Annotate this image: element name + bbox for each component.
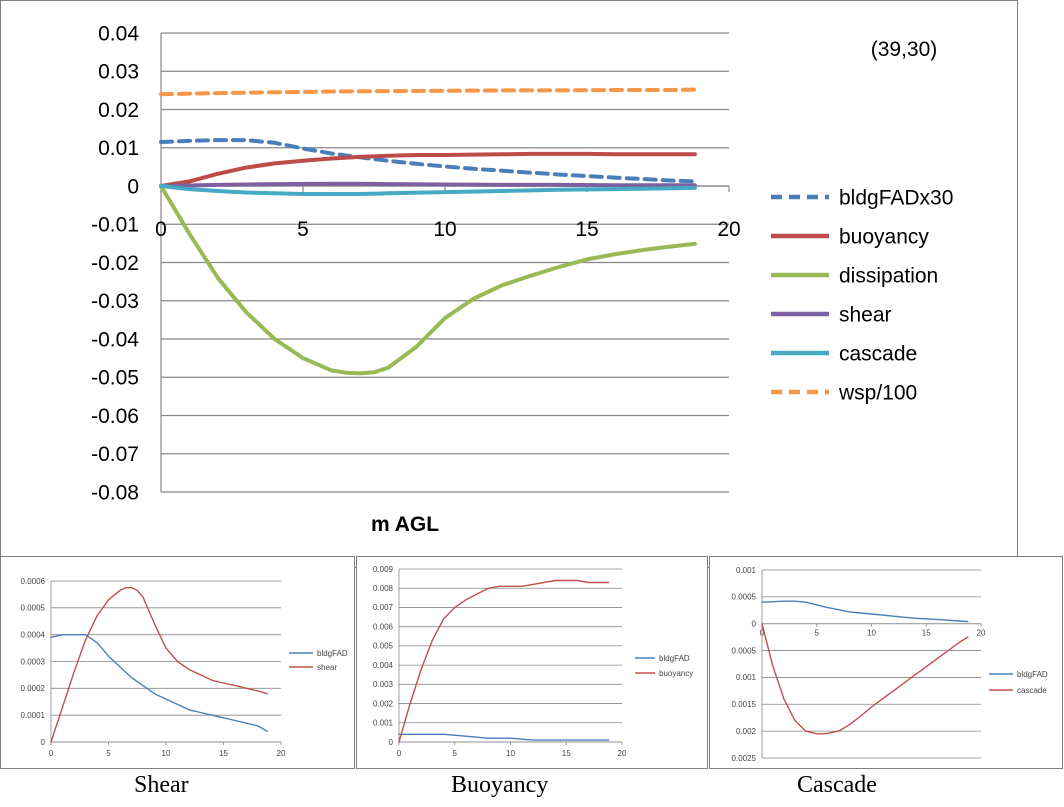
x-tick-label: 5 [815,629,820,638]
y-tick-label: 0.01 [98,137,139,160]
y-tick-label: 0.003 [373,680,394,689]
series-line-shear [50,587,268,743]
y-tick-label: 0.0005 [732,593,757,602]
legend-label-bldgfad: bldgFAD [659,654,690,663]
series-line-buoyancy [159,151,697,188]
buoyancy-chart: 0.009 0.008 0.007 0.006 0.005 0.004 0.003 0.002… [373,565,693,758]
legend-label-buoyancy: buoyancy [659,669,693,678]
series-line-shear [159,181,697,188]
y-tick-label: -0.05 [91,367,139,390]
y-tick-label: 0.001 [373,719,394,728]
legend-label-bldgfadx30: bldgFADx30 [839,186,953,209]
y-tick-label: 0.009 [373,565,394,574]
x-tick-label: 0 [49,749,54,758]
y-tick-label: 0.0005 [21,604,46,613]
chart-annotation: (39,30) [871,38,938,61]
y-tick-label: 0.001 [736,566,757,575]
cascade-chart: 0.0010.000500.00050.0010.00150.0020.0025… [732,566,1048,763]
shear-chart-panel: 0.0006 0.0005 0.0004 0.0003 0.0002 0.0001 0 0 5 1… [0,556,355,769]
y-tick-label: 0.03 [98,61,139,84]
cascade-caption: Cascade [797,772,877,798]
y-tick-label: 0.0004 [21,630,46,639]
buoyancy-chart-panel: 0.009 0.008 0.007 0.006 0.005 0.004 0.003 0.002… [356,556,708,769]
x-tick-label: 0 [155,218,167,241]
y-tick-label: 0.002 [736,727,757,736]
y-tick-label: -0.08 [91,481,139,504]
x-tick-label: 20 [717,218,740,241]
x-tick-label: 20 [277,749,286,758]
x-tick-label: 15 [219,749,228,758]
y-tick-label: 0.002 [373,699,394,708]
x-tick-label: 15 [575,218,598,241]
x-tick-label: 10 [867,629,876,638]
y-tick-label: 0.0025 [732,754,757,763]
legend-label-cascade: cascade [839,342,917,365]
series-line-bldgfad [50,634,268,732]
y-tick-label: 0 [752,620,757,629]
y-tick-label: -0.06 [91,405,139,428]
y-tick-label: 0.04 [98,22,139,45]
main-chart-panel: 0.04 0.03 0.02 0.01 0 -0.01 -0.02 -0.03 -0.04 -0.… [0,0,1018,568]
series-line-buoyancy [398,579,610,743]
series-line-cascade [761,623,969,735]
y-tick-label: 0.007 [373,603,394,612]
x-tick-label: 20 [977,629,986,638]
x-tick-label: 0 [397,749,402,758]
y-tick-label: 0.0005 [732,646,757,655]
y-tick-label: -0.02 [91,252,139,275]
series-line-bldgfadx30 [159,138,697,184]
y-tick-label: 0.0006 [21,577,46,586]
y-tick-label: 0.001 [736,673,757,682]
x-tick-label: 5 [106,749,111,758]
legend-label-shear: shear [317,663,337,672]
y-tick-label: 0 [41,738,46,747]
shear-caption: Shear [134,772,189,798]
series-line-bldgfad [761,600,969,623]
x-tick-label: 10 [433,218,456,241]
series-line-bldgfad [398,733,610,741]
x-tick-label: 5 [453,749,458,758]
x-tick-label: 10 [506,749,515,758]
y-tick-label: 0.0015 [732,700,757,709]
legend-label-cascade: cascade [1017,686,1047,695]
y-tick-label: 0.008 [373,584,394,593]
legend-label-shear: shear [839,303,892,326]
x-tick-label: 15 [922,629,931,638]
y-tick-label: -0.01 [91,214,139,237]
x-tick-label: 0 [760,629,765,638]
cascade-chart-panel: 0.001 0.0005 0 0.0005 0.001 0.0015 0.002 0.0025… [709,556,1063,769]
legend-label-buoyancy: buoyancy [839,225,929,248]
main-chart: 0.04 0.03 0.02 0.01 0 -0.01 -0.02 -0.03 -0.04 -0.… [91,22,953,536]
y-tick-label: 0.0002 [21,684,46,693]
series-line-cascade [159,184,697,196]
y-tick-label: 0.02 [98,99,139,122]
legend-label-bldgfad: bldgFAD [1017,670,1048,679]
series-line-wsp-100 [159,87,697,97]
y-tick-label: 0 [389,738,394,747]
x-tick-label: 5 [297,218,309,241]
buoyancy-caption: Buoyancy [451,772,549,798]
y-tick-label: -0.03 [91,290,139,313]
y-tick-label: 0 [127,175,139,198]
x-tick-label: 20 [618,749,627,758]
series-line-dissipation [159,184,697,376]
y-tick-label: 0.005 [373,642,394,651]
legend-label-bldgfad: bldgFAD [317,649,348,658]
x-axis-title: m AGL [371,513,439,536]
x-tick-label: 15 [562,749,571,758]
legend-label-dissipation: dissipation [839,264,938,287]
y-tick-label: 0.004 [373,661,394,670]
shear-chart: 0.0006 0.0005 0.0004 0.0003 0.0002 0.0001 00 5 1… [21,577,348,758]
y-tick-label: 0.0003 [21,657,46,666]
x-tick-label: 10 [162,749,171,758]
y-tick-label: -0.04 [91,328,139,351]
y-tick-label: 0.006 [373,622,394,631]
y-tick-label: -0.07 [91,443,139,466]
legend-label-wsp-100: wsp/100 [838,381,917,404]
y-tick-label: 0.0001 [21,711,46,720]
